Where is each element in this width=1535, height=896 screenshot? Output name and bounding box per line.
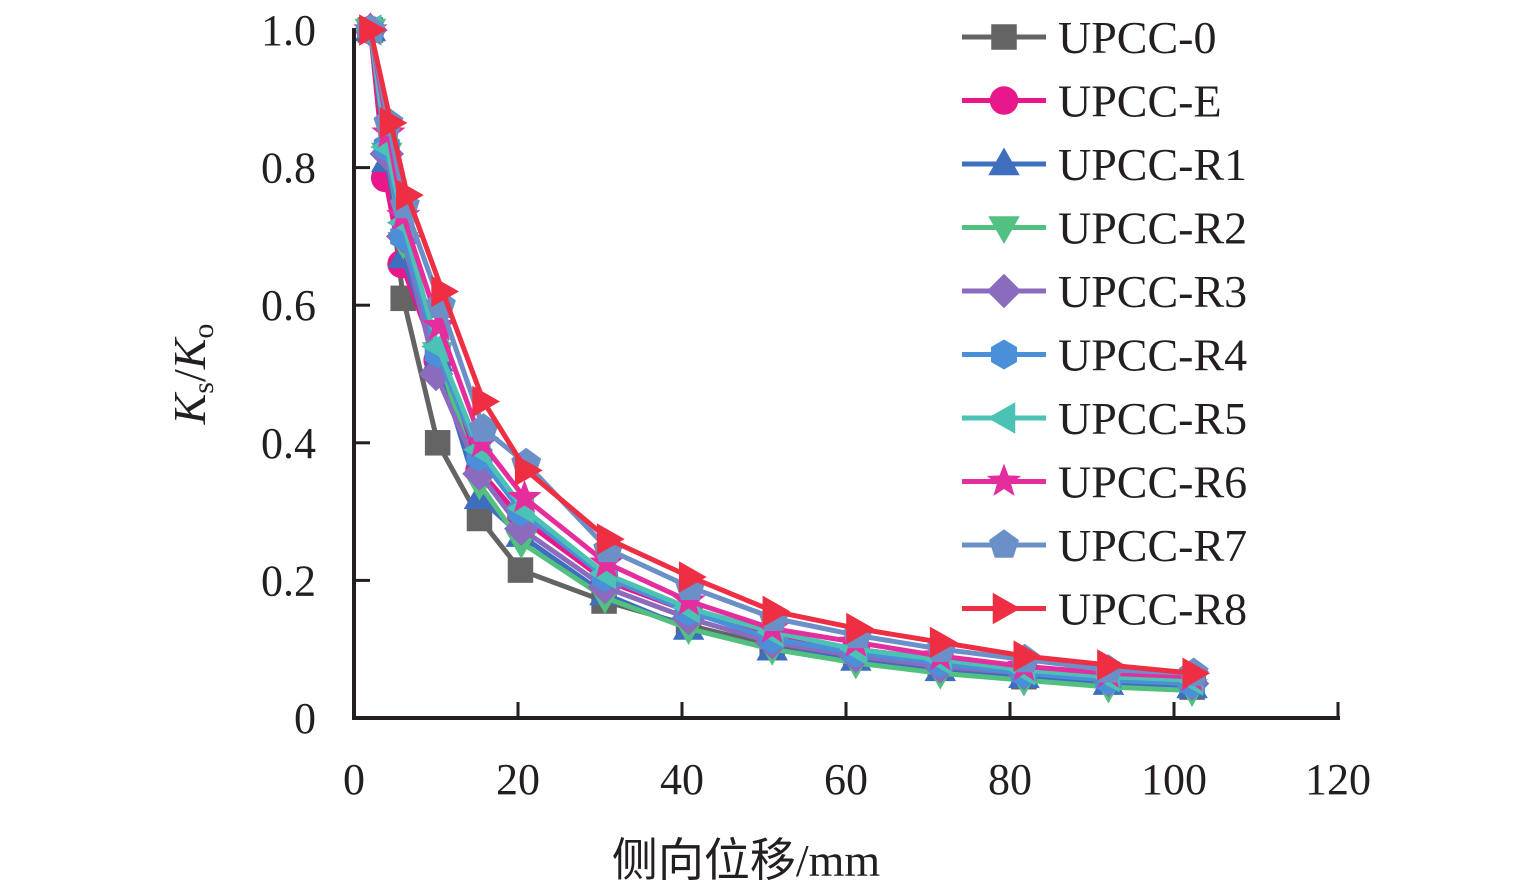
y-tick-label: 1.0	[261, 6, 316, 55]
data-point	[1097, 649, 1125, 681]
legend-item: UPCC-R3	[962, 266, 1247, 317]
series-line	[367, 29, 1193, 687]
data-point	[472, 385, 501, 418]
data-point	[762, 595, 791, 628]
data-point	[507, 557, 534, 583]
legend-label: UPCC-R4	[1058, 330, 1247, 381]
legend-label: UPCC-R8	[1058, 584, 1247, 635]
legend-item: UPCC-R6	[962, 457, 1247, 508]
legend-label: UPCC-R5	[1058, 393, 1247, 444]
legend-label: UPCC-R7	[1058, 520, 1247, 571]
series-line	[367, 29, 1193, 683]
legend-marker	[988, 147, 1020, 176]
y-axis-title-sep: /	[164, 369, 215, 382]
legend-label: UPCC-R1	[1058, 139, 1247, 190]
legend-marker	[989, 86, 1019, 115]
legend-marker	[989, 529, 1019, 558]
x-axis-title: 侧向位移/mm	[612, 835, 881, 886]
data-point	[466, 505, 493, 532]
x-tick-label: 100	[1141, 755, 1207, 804]
y-tick-label: 0.2	[261, 556, 316, 605]
series-upcc-r8	[359, 14, 1211, 690]
data-point	[422, 307, 457, 341]
legend-marker	[988, 216, 1020, 244]
y-tick-label: 0.4	[261, 419, 316, 468]
y-axis-title-k1: K	[164, 391, 215, 425]
y-axis-title-sub2: o	[187, 324, 220, 339]
legend-marker	[991, 339, 1017, 370]
data-point	[396, 179, 424, 211]
legend-item: UPCC-E	[962, 76, 1222, 127]
data-point	[379, 107, 408, 139]
legend-label: UPCC-R6	[1058, 457, 1247, 508]
x-tick-label: 20	[496, 755, 540, 804]
legend-item: UPCC-0	[962, 12, 1216, 63]
data-point	[514, 454, 543, 487]
y-tick-label: 0.6	[261, 281, 316, 330]
data-point	[424, 430, 451, 456]
data-point	[1013, 640, 1042, 672]
y-axis-title-k2: K	[164, 336, 215, 370]
x-tick-label: 60	[824, 755, 868, 804]
y-axis-title-sub1: s	[187, 382, 220, 394]
legend-label: UPCC-E	[1058, 76, 1222, 127]
legend-item: UPCC-R4	[962, 330, 1247, 381]
legend-marker	[986, 273, 1022, 309]
legend-item: UPCC-R1	[962, 139, 1247, 190]
legend-label: UPCC-R3	[1058, 266, 1247, 317]
legend-item: UPCC-R2	[962, 203, 1247, 254]
data-point	[846, 612, 874, 645]
ticks: 0 20 40 60 80 100 120 0 0.2 0.4 0.6 0.8 1.0	[261, 6, 1371, 804]
legend-item: UPCC-R7	[962, 520, 1247, 571]
y-tick-label: 0.8	[261, 144, 316, 193]
series-line	[367, 29, 1193, 680]
data-point	[431, 275, 460, 308]
data-point	[596, 523, 625, 555]
data-point	[929, 626, 958, 659]
legend: UPCC-0 UPCC-E UPCC-R1 UPCC-R2 UPCC-R3 UPCC-R4…	[962, 12, 1247, 635]
data-point	[1182, 657, 1211, 690]
data-point	[678, 561, 707, 593]
legend-marker	[986, 463, 1022, 497]
legend-label: UPCC-0	[1058, 12, 1216, 63]
x-tick-label: 80	[988, 755, 1032, 804]
y-tick-label: 0	[294, 694, 316, 743]
data-point	[468, 413, 499, 442]
series-layer	[353, 12, 1211, 707]
legend-marker	[991, 24, 1017, 50]
x-tick-label: 40	[660, 755, 704, 804]
y-axis-title: Ks/Ko	[164, 324, 220, 426]
legend-label: UPCC-R2	[1058, 203, 1247, 254]
legend-item: UPCC-R5	[962, 393, 1247, 444]
x-tick-label: 120	[1305, 755, 1371, 804]
legend-marker	[992, 592, 1021, 625]
legend-marker	[987, 402, 1016, 434]
data-point	[507, 479, 542, 513]
x-tick-label: 0	[343, 755, 365, 804]
data-point	[359, 14, 387, 46]
series-line	[367, 29, 1194, 676]
legend-item: UPCC-R8	[962, 584, 1247, 635]
